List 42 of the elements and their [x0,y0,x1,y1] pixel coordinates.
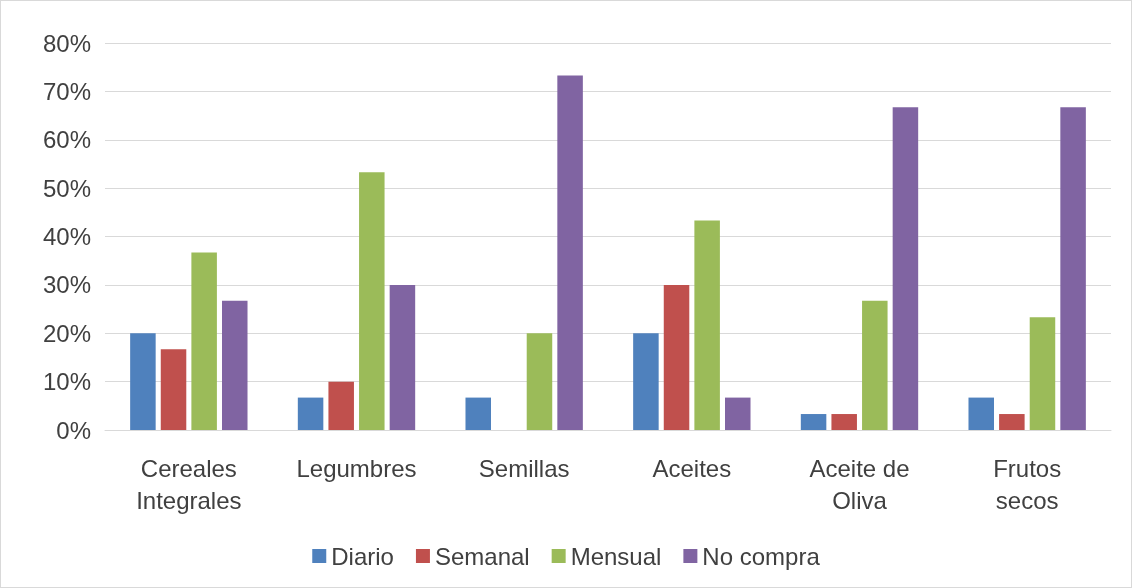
y-tick-label: 20% [42,319,91,347]
x-tick-label: Semillas [478,454,570,482]
y-tick-label: 10% [42,368,91,396]
bar [526,333,553,430]
bar [130,333,156,430]
bar [800,414,827,430]
y-tick-label: 0% [56,416,91,444]
y-tick-label: 30% [42,271,91,299]
bar [160,349,187,430]
bar [694,220,720,430]
bar [968,397,994,430]
bar [359,172,385,430]
legend-label: Semanal [434,542,530,570]
y-tick-label: 80% [42,29,91,57]
bar [191,252,217,430]
bar [328,381,354,430]
bar [831,414,857,430]
y-tick-label: 60% [42,126,91,154]
bar [862,300,888,430]
bar [1029,317,1056,430]
bar [892,107,919,430]
bar [725,397,751,430]
x-tick-label: Legumbres [296,454,417,482]
legend-label: Diario [331,542,394,570]
legend-label: Mensual [570,542,662,570]
x-tick-label: Cereales Integrales [136,454,242,514]
y-tick-label: 50% [42,174,91,202]
bar [389,284,416,430]
legend-label: No compra [702,542,821,570]
bar [297,397,324,430]
x-tick-label: Aceites [652,454,732,482]
x-tick-label: Frutos secos [993,454,1062,514]
bar [222,300,248,430]
bar [999,414,1025,430]
bar [663,284,690,430]
bar [557,75,583,430]
y-tick-label: 40% [42,223,91,250]
x-tick-label: Aceite de Oliva [809,454,910,514]
bar [1060,107,1086,430]
bar [465,397,491,430]
y-tick-label: 70% [42,77,91,105]
bar [633,333,659,430]
